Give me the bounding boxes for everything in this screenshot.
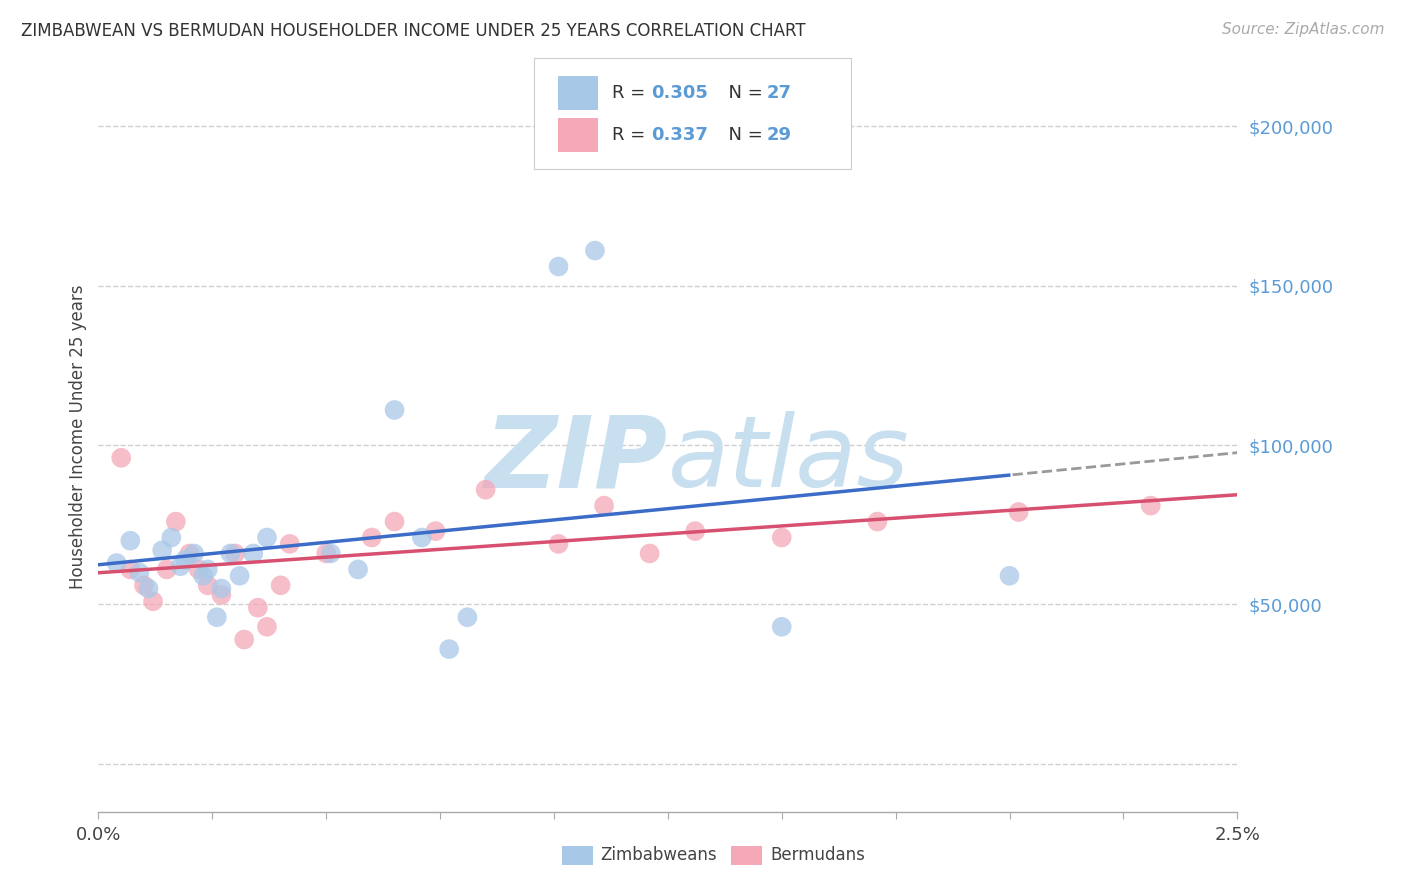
Text: 29: 29 (766, 126, 792, 144)
Point (866, 515, 889, 529)
Point (638, 546, 661, 560)
Point (160, 531, 183, 545)
Point (256, 620, 278, 634)
Point (193, 568, 215, 582)
Point (183, 546, 205, 560)
Point (474, 483, 496, 497)
Point (197, 562, 219, 576)
Text: 27: 27 (766, 84, 792, 102)
Point (547, 537, 569, 551)
Point (165, 515, 187, 529)
Point (205, 610, 228, 624)
Text: R =: R = (612, 126, 651, 144)
Text: atlas: atlas (668, 411, 910, 508)
Point (150, 543, 173, 558)
Point (256, 531, 278, 545)
Text: 0.337: 0.337 (651, 126, 707, 144)
Point (1007, 505, 1029, 519)
Point (224, 546, 246, 560)
Point (278, 537, 301, 551)
Text: N =: N = (717, 126, 769, 144)
Point (411, 531, 433, 545)
Point (209, 582, 232, 596)
Text: Source: ZipAtlas.com: Source: ZipAtlas.com (1222, 22, 1385, 37)
Point (187, 562, 209, 576)
Point (1139, 499, 1161, 513)
Point (110, 450, 132, 465)
Text: ZIMBABWEAN VS BERMUDAN HOUSEHOLDER INCOME UNDER 25 YEARS CORRELATION CHART: ZIMBABWEAN VS BERMUDAN HOUSEHOLDER INCOM… (21, 22, 806, 40)
Point (128, 566, 150, 580)
Text: Zimbabweans: Zimbabweans (600, 847, 717, 864)
Point (547, 260, 569, 274)
Point (347, 562, 370, 576)
Point (179, 546, 201, 560)
Point (360, 531, 382, 545)
Point (593, 499, 616, 513)
Point (425, 524, 447, 538)
Point (233, 632, 256, 647)
Point (683, 524, 706, 538)
Text: Bermudans: Bermudans (770, 847, 865, 864)
Text: N =: N = (717, 84, 769, 102)
Point (456, 610, 478, 624)
Text: R =: R = (612, 84, 651, 102)
Point (197, 578, 219, 592)
Point (437, 642, 460, 657)
Point (169, 559, 191, 574)
Point (120, 562, 142, 576)
Point (138, 582, 160, 596)
Point (132, 578, 155, 592)
Point (770, 620, 793, 634)
Point (174, 553, 197, 567)
Point (219, 546, 242, 560)
Point (142, 594, 165, 608)
Point (246, 600, 269, 615)
Point (156, 562, 179, 576)
Point (242, 546, 264, 560)
Y-axis label: Householder Income Under 25 years: Householder Income Under 25 years (69, 285, 87, 590)
Point (120, 533, 142, 548)
Point (998, 568, 1021, 582)
Point (270, 578, 292, 592)
Point (770, 531, 793, 545)
Text: ZIP: ZIP (485, 411, 668, 508)
Text: 0.305: 0.305 (651, 84, 707, 102)
Point (384, 403, 406, 417)
Point (583, 244, 606, 258)
Point (228, 568, 250, 582)
Point (319, 546, 342, 560)
Point (384, 515, 406, 529)
Point (209, 588, 232, 602)
Point (105, 556, 128, 570)
Point (315, 546, 337, 560)
